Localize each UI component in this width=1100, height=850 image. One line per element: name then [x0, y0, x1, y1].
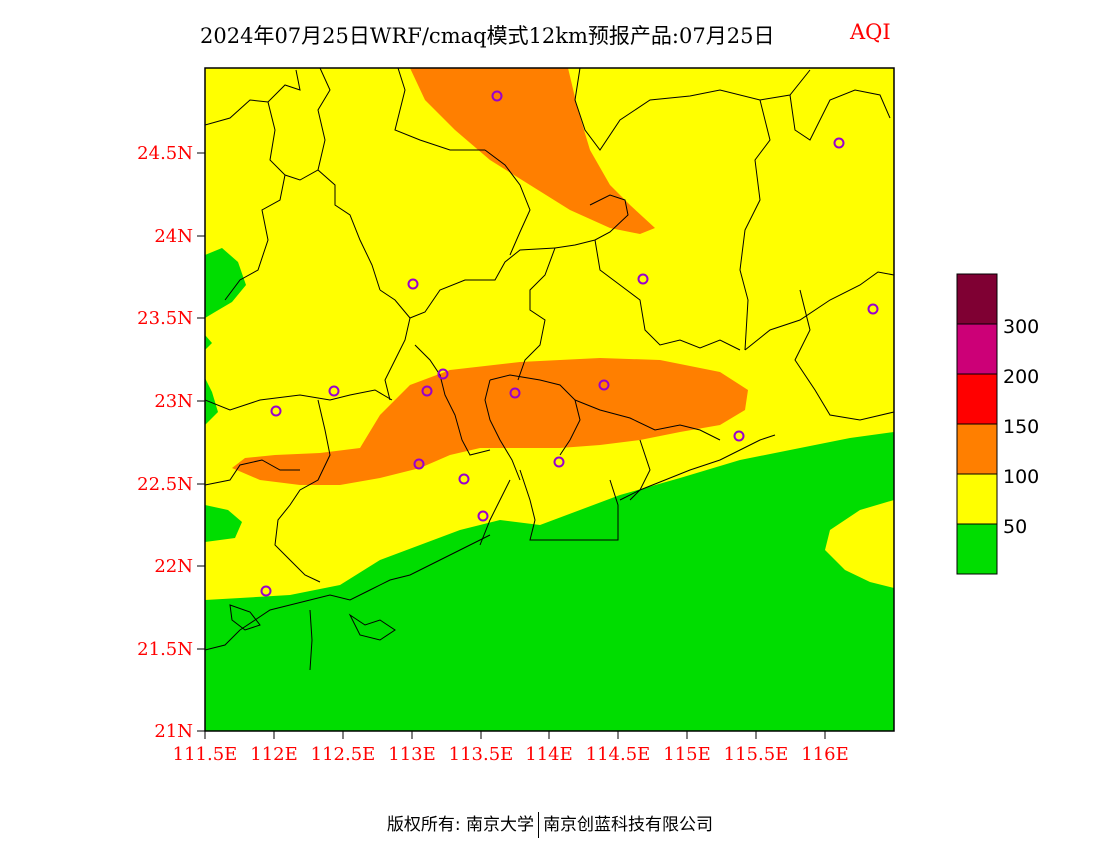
boundary-line-14 [794, 289, 894, 421]
footer-separator [538, 812, 540, 838]
lon-label: 112E [250, 744, 298, 765]
station-marker [437, 368, 449, 380]
station-marker [553, 456, 565, 468]
station-marker [477, 510, 489, 522]
lon-label: 115.5E [724, 744, 789, 765]
boundary-line-31 [229, 604, 261, 631]
lon-label: 113.5E [449, 744, 514, 765]
boundary-line-21 [489, 374, 581, 456]
lat-label: 22N [154, 556, 193, 577]
lat-label: 21.5N [137, 639, 193, 660]
boundary-line-5 [379, 247, 556, 319]
station-marker [867, 303, 879, 315]
boundary-line-3 [317, 68, 331, 171]
station-marker [458, 473, 470, 485]
lon-label: 113E [388, 744, 436, 765]
colorbar-swatch-unhealthy [956, 373, 998, 425]
boundary-line-17 [205, 389, 393, 411]
boundary-line-28 [479, 479, 511, 546]
title-text: 2024年07月25日WRF/cmaq模式12km预报产品:07月25日 [200, 24, 775, 48]
station-marker [733, 430, 745, 442]
station-marker [509, 387, 521, 399]
admin-boundaries [205, 68, 894, 671]
boundary-line-25 [519, 469, 619, 541]
aqi-usg-area-north [410, 68, 655, 234]
station-marker [637, 273, 649, 285]
aqi-good-area-west-1 [205, 248, 246, 318]
lat-label: 23N [154, 391, 193, 412]
boundary-line-4 [284, 169, 381, 291]
lat-label: 23.5N [137, 308, 193, 329]
colorbar-swatch-hazardous [956, 273, 998, 325]
station-marker [413, 458, 425, 470]
boundary-line-12 [789, 89, 891, 141]
boundary-line-15 [517, 247, 556, 381]
boundary-line-29 [619, 434, 776, 501]
station-marker [833, 137, 845, 149]
boundary-line-11 [739, 99, 771, 351]
boundary-line-27 [309, 609, 313, 671]
boundary-line-10 [594, 239, 741, 351]
lon-label: 111.5E [173, 744, 238, 765]
boundary-line-9 [574, 68, 811, 151]
lat-label: 24.5N [137, 143, 193, 164]
aqi-good-area-west-4 [205, 505, 242, 542]
colorbar-label: 300 [1003, 316, 1039, 338]
aqi-field [205, 68, 894, 731]
lat-label: 21N [154, 721, 193, 742]
colorbar-label: 200 [1003, 366, 1039, 388]
aqi-good-area-west-2 [205, 335, 212, 350]
lon-label: 116E [801, 744, 849, 765]
station-marker [598, 379, 610, 391]
colorbar-swatch-good [956, 523, 998, 575]
boundary-line-13 [744, 271, 894, 351]
boundary-line-19 [205, 459, 300, 486]
boundary-line-6 [394, 68, 485, 151]
boundary-line-26 [205, 534, 491, 651]
station-marker [328, 385, 340, 397]
aqi-good-area-west-3 [205, 378, 218, 425]
boundary-line-2 [224, 101, 286, 301]
station-markers [260, 90, 879, 597]
boundary-line-7 [484, 149, 531, 256]
aqi-usg-area-central [232, 358, 748, 485]
station-marker [491, 90, 503, 102]
boundary-line-8 [554, 194, 629, 249]
aqi-good-area-south [205, 432, 894, 731]
boundary-line-20 [414, 344, 491, 456]
colorbar-swatch-very-unhealthy [956, 323, 998, 375]
boundary-line-30 [348, 613, 396, 641]
axis-ticks [197, 152, 826, 739]
variable-label: AQI [850, 20, 891, 44]
boundary-line-22 [484, 379, 521, 481]
copyright-left: 版权所有: 南京大学 [386, 815, 535, 835]
colorbar-label: 100 [1003, 466, 1039, 488]
copyright-footer: 版权所有: 南京大学 南京创蓝科技有限公司 [0, 810, 1100, 838]
lat-label: 22.5N [137, 474, 193, 495]
station-marker [260, 585, 272, 597]
lon-label: 115E [663, 744, 711, 765]
lat-label: 24N [154, 226, 193, 247]
colorbar-swatch-usg [956, 423, 998, 475]
lon-labels: 111.5E 112E 112.5E 113E 113.5E 114E 114.… [173, 744, 849, 765]
boundary-line-18 [274, 399, 331, 583]
lon-label: 114E [525, 744, 573, 765]
lon-label: 112.5E [311, 744, 376, 765]
colorbar-label: 50 [1003, 516, 1027, 538]
copyright-right: 南京创蓝科技有限公司 [543, 815, 714, 835]
boundary-line-16 [384, 317, 411, 401]
lat-labels: 24.5N 24N 23.5N 23N 22.5N 22N 21.5N 21N [137, 143, 193, 742]
boundary-line-24 [629, 439, 651, 501]
station-marker [421, 385, 433, 397]
lon-label: 114.5E [586, 744, 651, 765]
station-marker [407, 278, 419, 290]
station-marker [270, 405, 282, 417]
colorbar-swatch-moderate [956, 473, 998, 525]
colorbar: 300 200 150 100 50 [956, 273, 1039, 575]
boundary-line-23 [574, 399, 721, 441]
colorbar-label: 150 [1003, 416, 1039, 438]
